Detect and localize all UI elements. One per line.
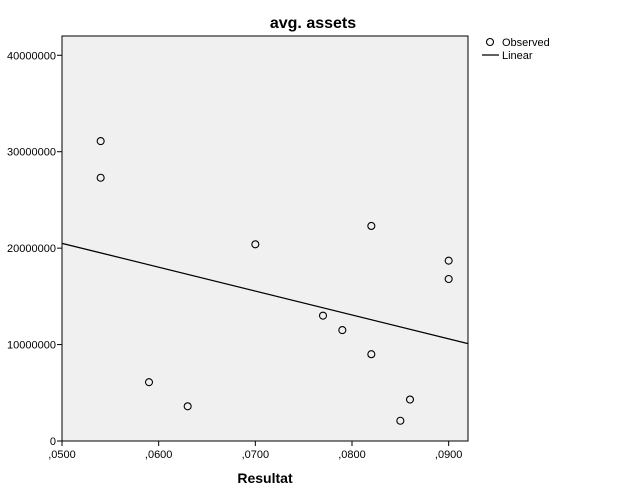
x-tick-label: ,0800 <box>338 449 366 461</box>
y-tick-label: 20000000 <box>7 243 56 255</box>
x-tick-label: ,0900 <box>435 449 463 461</box>
data-point <box>183 402 192 411</box>
x-axis-title: Resultat <box>237 470 293 486</box>
y-tick-label: 10000000 <box>7 340 56 352</box>
legend-observed-label: Observed <box>502 37 550 49</box>
data-point <box>444 256 453 265</box>
data-point <box>96 137 105 146</box>
y-tick-label: 30000000 <box>7 147 56 159</box>
data-point <box>318 311 328 320</box>
data-point <box>338 326 347 335</box>
data-point <box>367 350 376 359</box>
data-point <box>405 395 415 404</box>
x-tick-label: ,0700 <box>242 449 270 461</box>
x-tick-label: ,0600 <box>145 449 173 461</box>
data-point <box>444 274 453 284</box>
data-point <box>367 221 376 231</box>
fit-line <box>61 242 469 345</box>
y-tick-label: 40000000 <box>7 50 56 62</box>
data-point <box>96 173 105 182</box>
fit-line-layer <box>61 242 469 345</box>
y-axis: 0 10000000 20000000 30000000 40000000 <box>7 50 62 448</box>
x-tick-label: ,0500 <box>48 449 76 461</box>
data-point <box>396 416 405 425</box>
legend-observed-marker <box>485 37 495 47</box>
data-point <box>251 240 260 249</box>
y-tick-label: 0 <box>50 436 56 448</box>
legend-linear-label: Linear <box>502 50 533 62</box>
plot-area <box>61 35 469 442</box>
chart-title: avg. assets <box>270 15 356 32</box>
x-axis: ,0500 ,0600 ,0700 ,0800 ,0900 <box>48 441 462 461</box>
legend: Observed Linear <box>482 37 550 62</box>
points-layer <box>96 137 453 425</box>
data-point <box>144 378 154 387</box>
